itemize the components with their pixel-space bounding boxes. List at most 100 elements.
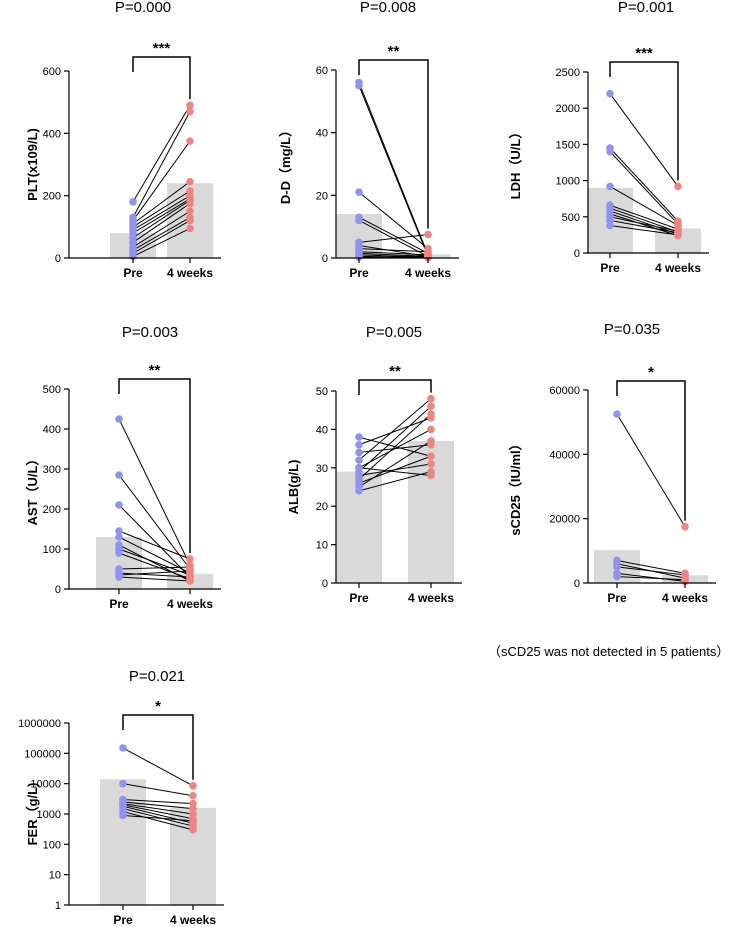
ast-dot-pre bbox=[115, 533, 123, 541]
alb-x-label-pre: Pre bbox=[349, 591, 369, 605]
fer-dot-pre bbox=[119, 744, 127, 752]
scd25-y-axis-label: sCD25（IU/ml） bbox=[508, 437, 523, 535]
fer-y-tick-label: 1000 bbox=[37, 809, 61, 821]
fer-dot-pre bbox=[119, 779, 127, 788]
fer-dot-post bbox=[189, 791, 197, 800]
alb-dot-post bbox=[427, 452, 435, 461]
alb-dot-post bbox=[427, 425, 435, 434]
ast-x-label-post: 4 weeks bbox=[167, 597, 213, 611]
fer-pair-line bbox=[122, 808, 194, 827]
ast-dot-pre bbox=[115, 471, 123, 479]
ldh-significance-stars: *** bbox=[635, 45, 653, 62]
scd25-significance-stars: * bbox=[648, 364, 654, 381]
alb-y-tick-label: 40 bbox=[316, 424, 328, 436]
plt-y-tick-label: 0 bbox=[55, 253, 61, 265]
ldh-pair-line bbox=[609, 213, 679, 237]
scd25-y-tick-label: 60000 bbox=[549, 385, 580, 397]
plt-pair-line bbox=[132, 190, 191, 228]
ldh-x-label-pre: Pre bbox=[600, 261, 620, 275]
plt-dot-post bbox=[186, 224, 194, 233]
alb-dot-post bbox=[427, 394, 435, 403]
ast-dot-pre bbox=[115, 573, 123, 581]
fer-pair-line bbox=[122, 814, 194, 822]
alb-pair-line bbox=[358, 398, 432, 461]
scd25-pair-line bbox=[616, 413, 686, 527]
ldh-y-tick-label: 2500 bbox=[556, 67, 580, 79]
plt-x-label-post: 4 weeks bbox=[167, 266, 213, 280]
alb-p-value-title: P=0.005 bbox=[366, 324, 422, 341]
plt-dot-post bbox=[186, 101, 194, 110]
plt-pair-line bbox=[132, 195, 191, 231]
ast-y-tick-label: 400 bbox=[43, 424, 61, 436]
ldh-pair-line bbox=[609, 219, 679, 234]
ldh-pair-line bbox=[609, 93, 679, 187]
scd25-significance-bracket bbox=[616, 380, 686, 521]
ldh-pair-line bbox=[609, 147, 679, 222]
alb-dot-pre bbox=[355, 464, 363, 472]
dd-x-label-post: 4 weeks bbox=[405, 266, 451, 280]
plt-y-axis-label: PLT(x109/L) bbox=[25, 128, 40, 201]
scd25-chart: P=0.035 0 20000 40000 60000 Pre 4 weeks sCD25（I… bbox=[508, 321, 716, 605]
ast-y-tick-label: 500 bbox=[43, 384, 61, 396]
ast-significance-stars: ** bbox=[149, 362, 161, 379]
dd-significance-bracket bbox=[358, 59, 429, 229]
plt-pair-line bbox=[132, 220, 191, 254]
fer-dot-pre bbox=[119, 811, 127, 820]
ast-pair-line bbox=[118, 418, 191, 566]
ast-dot-post bbox=[186, 567, 194, 575]
dd-y-tick-label: 60 bbox=[316, 65, 328, 77]
ast-pair-line bbox=[118, 576, 191, 582]
dd-dot-pre bbox=[355, 216, 363, 225]
alb-y-tick-label: 20 bbox=[316, 501, 328, 513]
plt-significance-bracket bbox=[132, 56, 191, 100]
alb-y-tick-label: 30 bbox=[316, 463, 328, 475]
dd-dot-post bbox=[424, 230, 432, 239]
dd-y-tick-label: 0 bbox=[322, 253, 328, 265]
alb-y-axis-label: ALB(g/L) bbox=[286, 460, 301, 515]
alb-dot-pre bbox=[355, 433, 363, 441]
dd-pair-line bbox=[358, 191, 429, 249]
fer-significance-stars: * bbox=[155, 698, 161, 715]
ast-pair-line bbox=[118, 474, 191, 570]
alb-chart: P=0.005 0 10 20 30 40 50 Pre 4 weeks ALB(g/L) ** bbox=[286, 324, 462, 605]
dd-dot-pre bbox=[355, 81, 363, 90]
ast-dot-pre bbox=[115, 415, 123, 423]
dd-p-value-title: P=0.008 bbox=[360, 0, 416, 16]
alb-dot-post bbox=[427, 460, 435, 468]
fer-x-label-post: 4 weeks bbox=[170, 913, 216, 927]
alb-dot-post bbox=[427, 471, 435, 480]
alb-pair-line bbox=[358, 417, 432, 446]
plt-pair-line bbox=[132, 181, 191, 225]
sCD25-note: （sCD25 was not detected in 5 patients） bbox=[488, 644, 729, 659]
dd-dot-pre bbox=[355, 253, 363, 261]
ast-dot-pre bbox=[115, 549, 123, 557]
alb-pair-line bbox=[358, 467, 432, 476]
fer-dot-post bbox=[189, 782, 197, 790]
ldh-y-tick-label: 1500 bbox=[556, 139, 580, 151]
plt-significance-stars: *** bbox=[153, 40, 171, 57]
dd-pair-line bbox=[358, 234, 429, 243]
scd25-pair-line bbox=[616, 566, 686, 576]
scd25-y-tick-label: 0 bbox=[574, 578, 580, 590]
ast-y-axis-label: AST（U/L） bbox=[25, 453, 40, 526]
fer-y-tick-label: 1000000 bbox=[18, 718, 61, 730]
plt-pair-line bbox=[132, 105, 191, 203]
dd-y-tick-label: 40 bbox=[316, 128, 328, 140]
fer-pair-line bbox=[122, 747, 194, 787]
ldh-pair-line bbox=[609, 151, 679, 225]
ldh-dot-post bbox=[674, 231, 682, 239]
fer-y-tick-label: 10 bbox=[49, 870, 61, 882]
ldh-pair-line bbox=[609, 216, 679, 232]
ast-dot-pre bbox=[115, 501, 123, 509]
scd25-x-label-pre: Pre bbox=[607, 591, 627, 605]
alb-y-tick-label: 10 bbox=[316, 540, 328, 552]
fer-pair-line bbox=[122, 801, 194, 810]
ldh-significance-bracket bbox=[609, 61, 679, 181]
plt-y-tick-label: 400 bbox=[43, 128, 61, 140]
scd25-dot-post bbox=[681, 522, 689, 531]
dd-pair-line bbox=[358, 248, 429, 253]
plt-pair-line bbox=[132, 203, 191, 243]
plt-dot-post bbox=[186, 207, 194, 216]
plt-pair-line bbox=[132, 227, 191, 257]
fer-pair-line bbox=[122, 799, 194, 805]
